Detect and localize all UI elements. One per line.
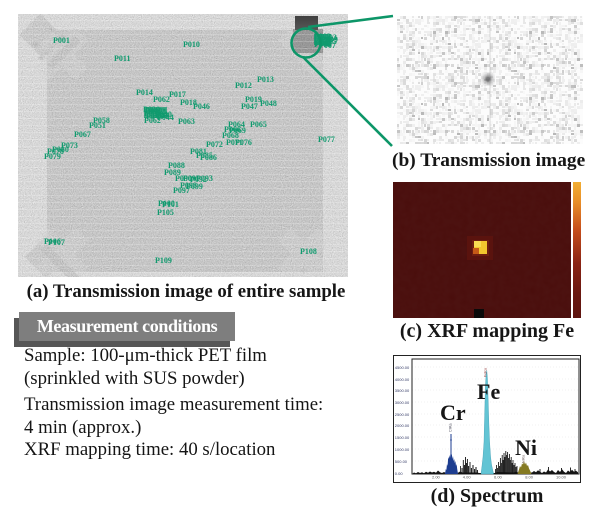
svg-text:4000.00: 4000.00 [395, 377, 410, 382]
svg-text:3500.00: 3500.00 [395, 388, 410, 393]
svg-text:Cr: Cr [440, 400, 466, 425]
svg-text:1500.00: 1500.00 [395, 435, 410, 440]
svg-text:4500.00: 4500.00 [395, 365, 410, 370]
svg-text:4.00: 4.00 [463, 474, 472, 479]
svg-text:500.00: 500.00 [395, 459, 408, 464]
svg-text:Ni: Ni [515, 435, 537, 460]
svg-text:NiKa: NiKa [522, 454, 526, 463]
svg-text:8.00: 8.00 [525, 474, 534, 479]
svg-text:FeKa: FeKa [484, 367, 488, 377]
svg-text:0.00: 0.00 [395, 471, 404, 476]
svg-text:3000.00: 3000.00 [395, 400, 410, 405]
svg-text:10.00: 10.00 [556, 474, 567, 479]
svg-text:2500.00: 2500.00 [395, 412, 410, 417]
svg-text:2000.00: 2000.00 [395, 423, 410, 428]
svg-text:1000.00: 1000.00 [395, 447, 410, 452]
svg-text:2.00: 2.00 [432, 474, 441, 479]
svg-text:Fe: Fe [477, 379, 500, 404]
svg-text:6.00: 6.00 [494, 474, 503, 479]
svg-text:CrKa: CrKa [449, 422, 453, 432]
